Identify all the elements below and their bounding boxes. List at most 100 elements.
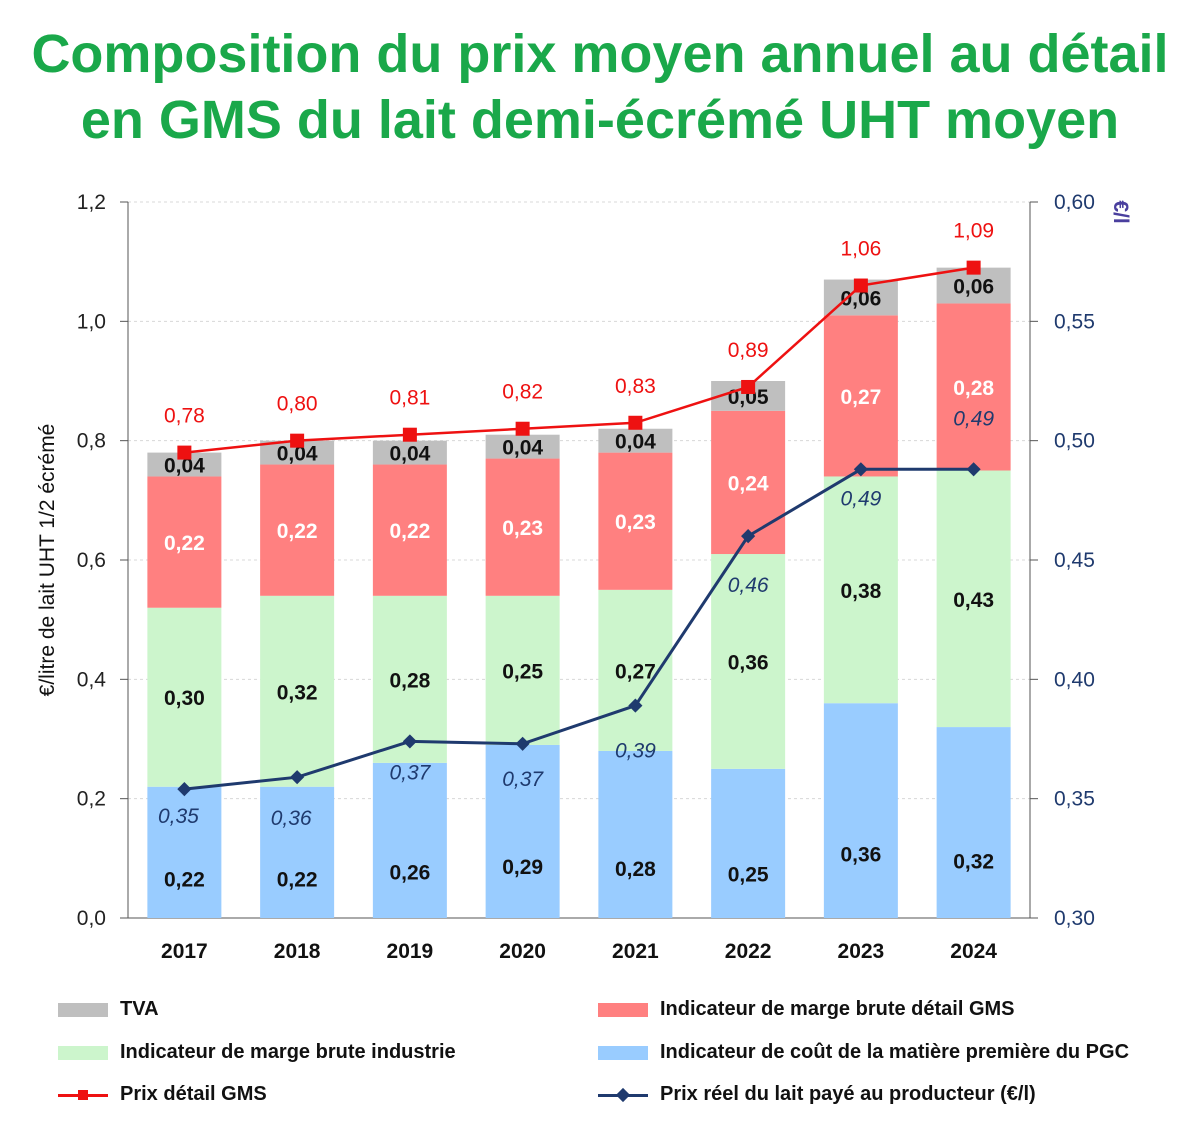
retail-price-label: 0,81 [389,387,430,410]
chart-title-line2: en GMS du lait demi-écrémé UHT moyen [80,89,1120,150]
retail-price-label: 0,78 [164,405,205,428]
bar-value-label: 0,28 [389,669,430,692]
retail-price-label: 1,06 [840,238,881,261]
producer-price-label: 0,35 [158,805,199,828]
bar-segment-matiere [147,786,222,918]
retail-price-line [184,266,974,454]
legend-label-prix-detail: Prix détail GMS [120,1083,267,1105]
bar-segment-marge-industrie [823,476,898,704]
y2-tick-label: 0,60 [1054,191,1095,214]
bar-value-label: 0,04 [277,443,318,466]
bar-segment-matiere [936,727,1011,918]
x-tick-label: 2020 [499,940,546,963]
y2-tick-label: 0,35 [1054,788,1095,811]
bar-segment-marge-detail [147,476,222,608]
retail-price-label: 0,83 [615,375,656,398]
y-tick-label: 0,0 [77,907,106,930]
producer-price-point [853,462,868,477]
x-tick-label: 2024 [950,940,997,963]
producer-price-label: 0,39 [615,740,656,763]
retail-price-label: 1,09 [953,220,994,243]
chart-title-line1: Composition du prix moyen annuel au déta… [31,24,1169,84]
legend-label-prix-producteur: Prix réel du lait payé au producteur (€/… [660,1083,1036,1105]
x-tick-label: 2019 [387,940,434,963]
bar-value-label: 0,26 [389,861,430,884]
y-tick-label: 1,0 [77,310,106,333]
bar-value-label: 0,23 [502,517,543,540]
bar-value-label: 0,04 [389,443,430,466]
bar-value-label: 0,28 [953,377,994,400]
bar-segment-matiere [372,762,447,918]
x-tick-label: 2021 [612,940,659,963]
producer-price-label: 0,37 [502,768,544,791]
y-tick-label: 0,8 [77,430,106,453]
producer-price-point [741,529,756,544]
bar-segment-marge-detail [260,464,335,596]
bar-segment-tva [147,452,222,477]
retail-price-label: 0,80 [277,393,318,416]
bar-value-label: 0,22 [277,520,318,543]
legend-swatch-prix-detail [58,1087,108,1103]
bar-segment-matiere [598,750,673,918]
legend-label-matiere: Indicateur de coût de la matière premièr… [660,1041,1130,1063]
legend-item-tva: TVA [58,998,159,1021]
bar-segment-matiere [823,703,898,918]
bar-value-label: 0,36 [840,844,881,867]
bar-value-label: 0,32 [953,851,994,874]
producer-price-label: 0,49 [953,407,994,430]
bar-value-label: 0,25 [728,863,769,886]
y2-tick-label: 0,40 [1054,668,1095,691]
bar-value-label: 0,24 [728,472,769,495]
legend-label-tva: TVA [120,998,159,1020]
chart-title: Composition du prix moyen annuel au déta… [0,22,1200,154]
legend-item-marge-industrie: Indicateur de marge brute industrie [58,1041,456,1064]
retail-price-point [628,415,643,430]
retail-price-point [966,260,981,275]
retail-price-point [853,278,868,293]
bar-value-label: 0,05 [728,386,769,409]
bar-value-label: 0,29 [502,856,543,879]
bar-value-label: 0,04 [502,437,543,460]
producer-price-point [402,734,417,749]
bar-segment-marge-industrie [485,595,560,745]
bar-segment-marge-detail [936,303,1011,471]
y2-axis-title: €/l [1109,200,1132,223]
y2-tick-label: 0,30 [1054,907,1095,930]
producer-price-label: 0,37 [389,761,431,784]
bar-value-label: 0,06 [953,276,994,299]
bar-segment-matiere [485,744,560,918]
producer-price-point [177,782,192,797]
legend-item-marge-detail: Indicateur de marge brute détail GMS [598,998,1015,1021]
retail-price-point [515,421,530,436]
x-tick-label: 2017 [161,940,208,963]
x-tick-label: 2023 [838,940,885,963]
bar-value-label: 0,22 [277,869,318,892]
legend-swatch-tva [58,1002,108,1017]
producer-price-point [515,736,530,751]
bar-value-label: 0,04 [615,431,656,454]
bar-value-label: 0,43 [953,589,994,612]
retail-price-point [290,433,305,448]
bar-segment-marge-detail [485,458,560,596]
legend-swatch-marge-industrie [58,1045,108,1060]
y2-tick-label: 0,55 [1054,310,1095,333]
producer-price-point [966,462,981,477]
bar-value-label: 0,22 [389,520,430,543]
retail-price-point [177,445,192,460]
bar-value-label: 0,22 [164,532,205,555]
bar-segment-marge-detail [372,464,447,596]
bar-value-label: 0,32 [277,681,318,704]
bar-segment-marge-detail [598,452,673,590]
bar-segment-marge-industrie [711,554,786,769]
x-tick-label: 2018 [274,940,321,963]
bar-value-label: 0,04 [164,455,205,478]
bar-segment-matiere [711,768,786,918]
y-tick-label: 0,6 [77,549,106,572]
bar-segment-tva [485,434,560,459]
bar-segment-marge-industrie [260,595,335,787]
bar-value-label: 0,22 [164,869,205,892]
producer-price-point [628,698,643,713]
retail-price-point [402,427,417,442]
bar-segment-tva [260,440,335,465]
